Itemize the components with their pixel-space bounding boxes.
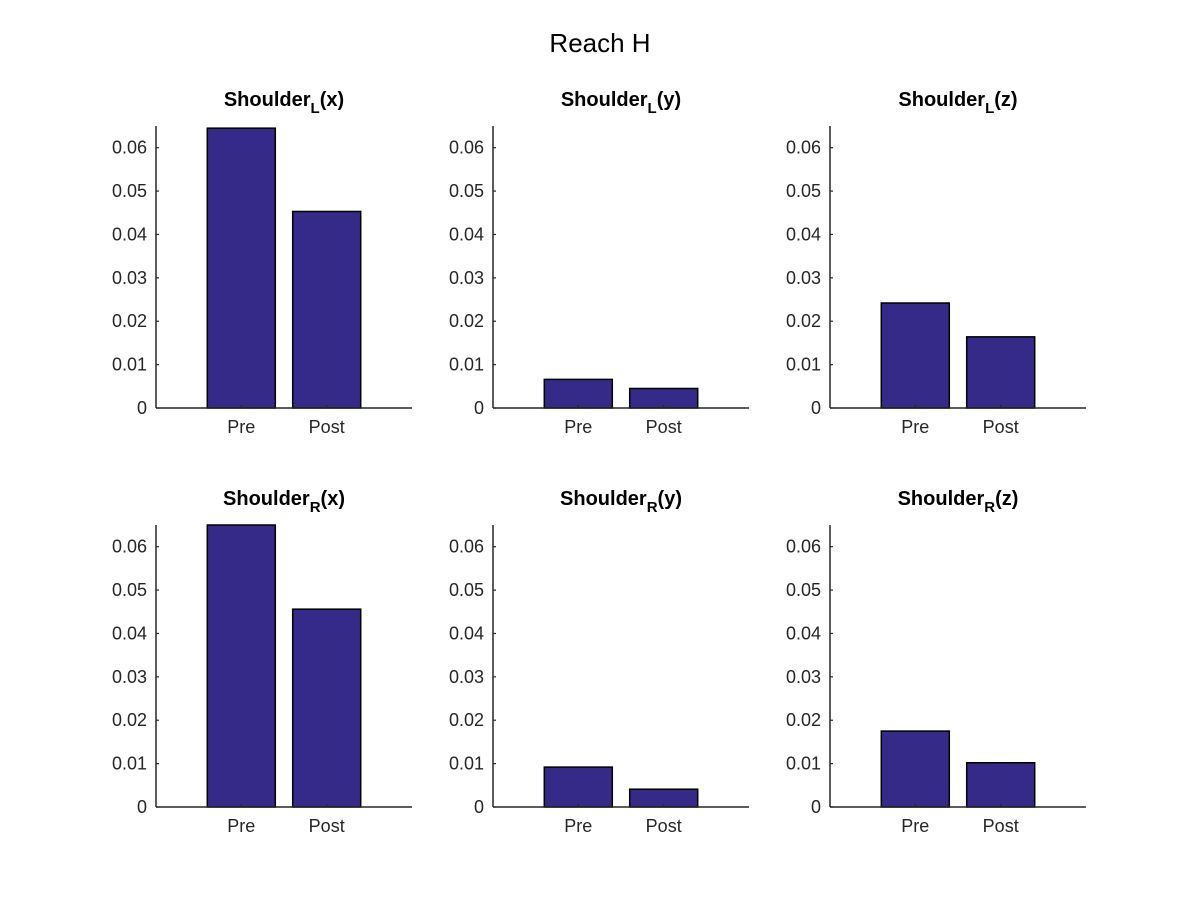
subplot-title: ShoulderL(z)	[898, 89, 1017, 117]
y-tick-label: 0	[811, 398, 821, 418]
y-tick-label: 0.05	[449, 181, 484, 201]
y-tick-label: 0.06	[112, 537, 147, 557]
bar-pre	[543, 378, 614, 409]
x-tick-label: Post	[646, 816, 682, 836]
title-subscript: R	[984, 499, 995, 516]
subplot-6: 0 0.01 0.02 0.03 0.04 0.05 0.06 Pre Post Shoulder…	[786, 488, 1086, 836]
x-tick-label: Pre	[227, 417, 255, 437]
x-tick-label: Pre	[564, 816, 592, 836]
bar-pre	[880, 730, 951, 808]
y-tick-label: 0.01	[449, 355, 484, 375]
y-tick-label: 0.02	[112, 710, 147, 730]
y-tick-label: 0	[474, 797, 484, 817]
y-tick-label: 0.01	[786, 355, 821, 375]
y-tick-label: 0.03	[786, 268, 821, 288]
title-subscript: L	[648, 100, 657, 117]
title-base: Shoulder	[560, 488, 647, 510]
title-base: Shoulder	[561, 89, 648, 111]
y-tick-label: 0.02	[112, 311, 147, 331]
bar-post	[291, 210, 362, 409]
bar-post	[291, 608, 362, 808]
subplot-title: ShoulderR(y)	[560, 488, 682, 516]
y-tick-label: 0.05	[786, 580, 821, 600]
subplot-3: 0 0.01 0.02 0.03 0.04 0.05 0.06 Pre Post Shoulder…	[786, 89, 1086, 437]
title-base: Shoulder	[898, 488, 985, 510]
title-subscript: L	[311, 100, 320, 117]
y-tick-label: 0.06	[449, 537, 484, 557]
x-tick-label: Post	[309, 816, 345, 836]
y-tick-label: 0.06	[112, 138, 147, 158]
subplot-title: ShoulderR(z)	[898, 488, 1019, 516]
y-tick-label: 0	[137, 797, 147, 817]
y-tick-label: 0	[137, 398, 147, 418]
x-tick-label: Post	[983, 816, 1019, 836]
y-tick-label: 0.05	[112, 181, 147, 201]
title-subscript: L	[985, 100, 994, 117]
y-tick-label: 0.06	[449, 138, 484, 158]
title-base: Shoulder	[224, 89, 311, 111]
subplot-4: 0 0.01 0.02 0.03 0.04 0.05 0.06 Pre Post Shoulder…	[112, 488, 412, 836]
y-tick-label: 0.04	[112, 623, 147, 643]
y-tick-label: 0.05	[449, 580, 484, 600]
subplot-1: 0 0.01 0.02 0.03 0.04 0.05 0.06 Pre Post Shoulder…	[112, 89, 412, 437]
bar-post	[965, 761, 1036, 808]
bar-post	[965, 336, 1036, 409]
title-suffix: (x)	[320, 89, 344, 111]
y-tick-label: 0.04	[786, 623, 821, 643]
y-tick-label: 0.03	[449, 667, 484, 687]
x-tick-label: Pre	[564, 417, 592, 437]
y-tick-label: 0.01	[786, 754, 821, 774]
y-tick-label: 0.01	[112, 754, 147, 774]
y-tick-label: 0.04	[786, 224, 821, 244]
x-tick-label: Post	[646, 417, 682, 437]
y-tick-label: 0	[474, 398, 484, 418]
x-tick-label: Pre	[901, 816, 929, 836]
title-suffix: (y)	[657, 89, 681, 111]
title-suffix: (z)	[994, 89, 1017, 111]
x-tick-label: Pre	[227, 816, 255, 836]
bar-pre	[880, 302, 951, 409]
subplot-2: 0 0.01 0.02 0.03 0.04 0.05 0.06 Pre Post Shoulder…	[449, 89, 749, 437]
y-tick-label: 0.03	[112, 667, 147, 687]
bar-pre	[543, 766, 614, 808]
title-subscript: R	[647, 499, 658, 516]
y-tick-label: 0.06	[786, 537, 821, 557]
y-tick-label: 0.02	[449, 311, 484, 331]
title-suffix: (x)	[321, 488, 345, 510]
x-tick-label: Post	[309, 417, 345, 437]
y-tick-label: 0.04	[449, 224, 484, 244]
y-tick-label: 0.03	[449, 268, 484, 288]
y-tick-label: 0.06	[786, 138, 821, 158]
y-tick-label: 0.04	[449, 623, 484, 643]
x-tick-label: Pre	[901, 417, 929, 437]
y-tick-label: 0.03	[112, 268, 147, 288]
subplot-title: ShoulderL(y)	[561, 89, 681, 117]
bar-pre	[206, 127, 277, 409]
title-subscript: R	[310, 499, 321, 516]
y-tick-label: 0.03	[786, 667, 821, 687]
subplot-5: 0 0.01 0.02 0.03 0.04 0.05 0.06 Pre Post Shoulder…	[449, 488, 749, 836]
subplot-title: ShoulderR(x)	[223, 488, 345, 516]
title-base: Shoulder	[898, 89, 985, 111]
bar-pre	[206, 524, 277, 808]
y-tick-label: 0.02	[786, 311, 821, 331]
title-base: Shoulder	[223, 488, 310, 510]
subplot-title: ShoulderL(x)	[224, 89, 344, 117]
y-tick-label: 0.01	[449, 754, 484, 774]
title-suffix: (z)	[995, 488, 1018, 510]
y-tick-label: 0.02	[449, 710, 484, 730]
title-suffix: (y)	[658, 488, 682, 510]
y-tick-label: 0.05	[786, 181, 821, 201]
y-tick-label: 0	[811, 797, 821, 817]
y-tick-label: 0.01	[112, 355, 147, 375]
x-tick-label: Post	[983, 417, 1019, 437]
y-tick-label: 0.02	[786, 710, 821, 730]
y-tick-label: 0.05	[112, 580, 147, 600]
y-tick-label: 0.04	[112, 224, 147, 244]
figure-title: Reach H	[549, 28, 650, 58]
